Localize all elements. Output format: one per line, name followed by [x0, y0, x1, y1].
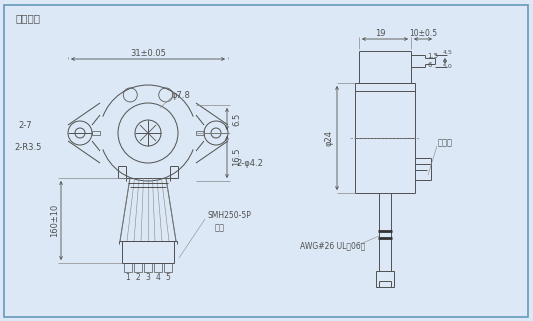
Text: AWG#26 UL（06）: AWG#26 UL（06）: [300, 241, 366, 250]
Text: 31±0.05: 31±0.05: [130, 49, 166, 58]
Text: 2-7: 2-7: [18, 120, 31, 129]
Text: 19: 19: [375, 29, 385, 38]
Bar: [164, 263, 172, 272]
Bar: [154, 263, 162, 272]
Text: 16.5: 16.5: [232, 148, 241, 166]
Text: 热缩管: 热缩管: [438, 138, 453, 148]
Text: 1.5: 1.5: [427, 53, 438, 59]
Bar: [376, 271, 394, 287]
Text: 6: 6: [427, 62, 432, 68]
Bar: [196, 131, 204, 135]
Bar: [134, 263, 142, 272]
Text: 白色: 白色: [215, 223, 225, 232]
Text: 2: 2: [135, 273, 140, 282]
Text: SMH250-5P: SMH250-5P: [208, 212, 252, 221]
Text: 5.0: 5.0: [443, 65, 453, 70]
Text: 5: 5: [166, 273, 171, 282]
Text: 3: 3: [146, 273, 150, 282]
Text: 6.5: 6.5: [232, 112, 241, 126]
Text: 2-φ4.2: 2-φ4.2: [236, 159, 263, 168]
Text: 2-R3.5: 2-R3.5: [14, 143, 42, 152]
Bar: [124, 263, 132, 272]
Text: 10±0.5: 10±0.5: [409, 30, 437, 39]
Text: 160±10: 160±10: [51, 204, 60, 237]
Bar: [144, 263, 152, 272]
Bar: [122, 241, 174, 263]
Text: φ7.8: φ7.8: [172, 91, 191, 100]
Bar: [92, 131, 100, 135]
Text: 4: 4: [156, 273, 160, 282]
Text: 外形圖：: 外形圖：: [16, 13, 41, 23]
Text: 4.5: 4.5: [443, 50, 453, 56]
Text: φ24: φ24: [325, 130, 334, 146]
Text: 1: 1: [126, 273, 131, 282]
